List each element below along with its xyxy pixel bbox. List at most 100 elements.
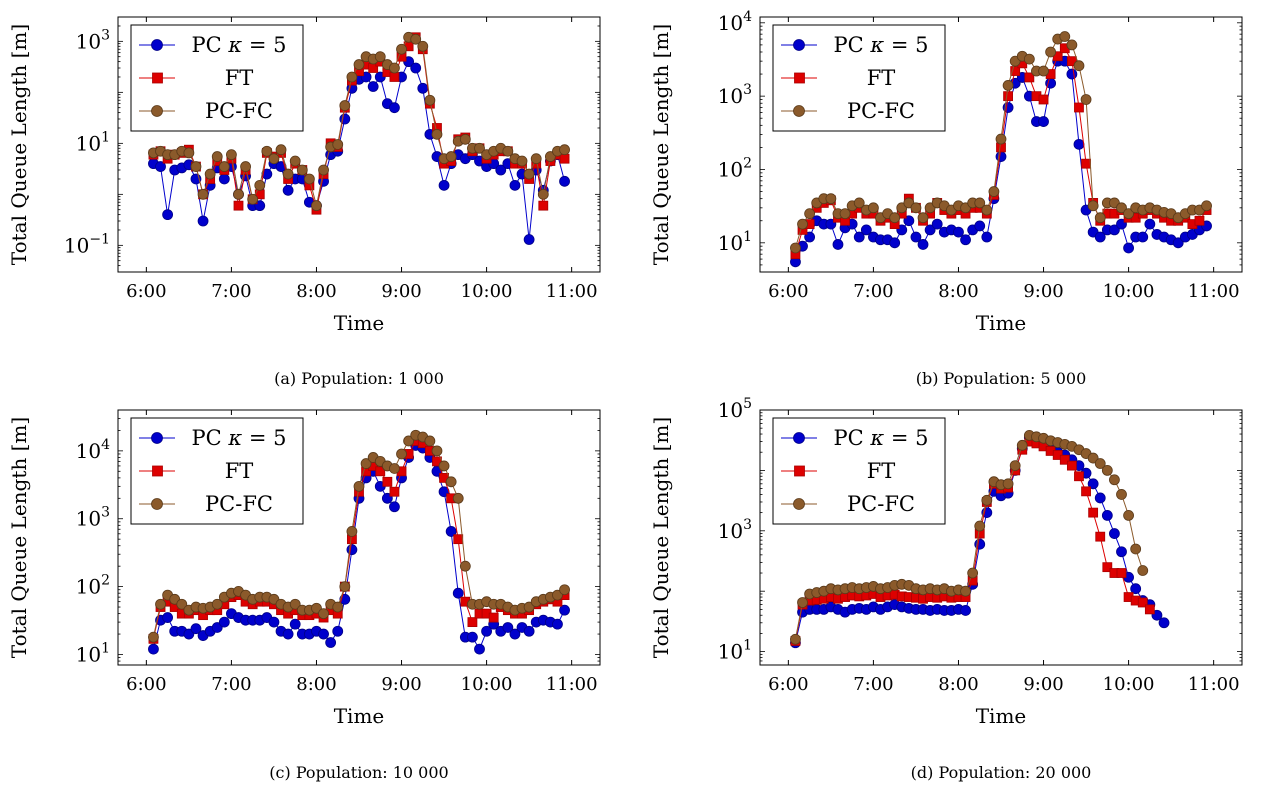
chart-panel-1: 6:00 7:00 8:00 9:00 10:00 11:00 101 102 103 104 Ti… xyxy=(649,9,1243,388)
data-point xyxy=(1116,489,1127,500)
data-point xyxy=(1123,208,1134,220)
data-point xyxy=(981,204,993,216)
y-tick-label: 101 xyxy=(76,129,110,155)
data-point xyxy=(924,224,936,236)
data-point xyxy=(467,631,478,643)
data-point xyxy=(382,476,393,487)
data-point xyxy=(148,631,159,643)
data-point xyxy=(559,584,570,596)
legend-marker xyxy=(793,39,805,51)
data-point xyxy=(981,494,993,506)
y-axis-label: Total Queue Length [m] xyxy=(649,417,673,658)
data-point xyxy=(346,544,358,556)
data-point xyxy=(797,218,808,230)
data-point xyxy=(275,144,287,156)
data-point xyxy=(1123,509,1134,521)
data-point xyxy=(889,212,901,224)
data-point xyxy=(1088,507,1099,518)
data-point xyxy=(1087,452,1099,464)
data-point xyxy=(1066,68,1078,80)
data-point xyxy=(1095,531,1106,542)
legend-label: PC-FC xyxy=(205,492,273,516)
data-point xyxy=(953,226,964,238)
data-point xyxy=(318,164,329,176)
data-point xyxy=(233,188,244,200)
chart-panel-0: 6:00 7:00 8:00 9:00 10:00 11:00 10−1 101 103 Time… xyxy=(7,16,601,388)
data-point xyxy=(995,151,1007,162)
data-point xyxy=(474,142,485,154)
panel-caption: (d) Population: 20 000 xyxy=(911,763,1092,782)
x-tick-label: 10:00 xyxy=(1103,281,1155,302)
data-point xyxy=(559,175,570,187)
panel-caption: (a) Population: 1 000 xyxy=(274,369,444,388)
data-point xyxy=(917,239,929,250)
x-tick-label: 9:00 xyxy=(381,281,421,302)
data-point xyxy=(516,155,528,167)
x-axis-label: Time xyxy=(334,311,385,335)
data-point xyxy=(424,94,436,106)
data-point xyxy=(445,151,457,162)
data-point xyxy=(1073,138,1085,150)
data-point xyxy=(438,179,450,191)
y-tick-label: 102 xyxy=(76,573,110,599)
data-point xyxy=(1094,212,1106,224)
data-point xyxy=(218,173,230,185)
data-point xyxy=(868,202,879,214)
data-point xyxy=(1087,478,1099,490)
x-tick-label: 11:00 xyxy=(546,281,598,302)
x-tick-label: 9:00 xyxy=(1023,281,1063,302)
data-point xyxy=(289,618,301,630)
data-point xyxy=(931,218,943,230)
data-point xyxy=(353,59,365,70)
data-point xyxy=(282,628,294,640)
data-point xyxy=(1024,72,1035,83)
x-tick-label: 11:00 xyxy=(546,674,598,695)
data-point xyxy=(1002,80,1014,91)
x-axis-label: Time xyxy=(334,704,385,728)
data-point xyxy=(190,161,202,172)
y-tick-label: 103 xyxy=(718,82,752,108)
x-tick-label: 7:00 xyxy=(211,674,251,695)
data-point xyxy=(339,581,351,593)
y-tick-label: 105 xyxy=(718,396,752,422)
data-point xyxy=(1074,471,1084,482)
data-point xyxy=(183,147,195,159)
data-point xyxy=(1172,237,1184,249)
data-point xyxy=(360,458,372,469)
data-point xyxy=(552,618,563,630)
y-axis-label: Total Queue Length [m] xyxy=(7,417,31,658)
data-point xyxy=(417,82,429,94)
data-point xyxy=(452,492,464,504)
data-point xyxy=(559,144,570,156)
data-point xyxy=(1194,215,1205,226)
legend-marker xyxy=(793,432,805,444)
data-point xyxy=(889,237,901,249)
data-point xyxy=(162,209,174,221)
data-point xyxy=(289,155,301,167)
data-point xyxy=(339,100,351,111)
data-point xyxy=(211,622,223,633)
data-point xyxy=(325,637,337,648)
data-point xyxy=(318,608,329,620)
data-point xyxy=(311,602,322,614)
x-tick-label: 11:00 xyxy=(1188,281,1240,302)
data-point xyxy=(459,133,471,145)
chart-panel-2: 6:00 7:00 8:00 9:00 10:00 11:00 101 102 103 104 Ti… xyxy=(7,409,601,782)
data-point xyxy=(332,601,344,613)
data-point xyxy=(790,633,801,645)
data-point xyxy=(389,501,400,513)
data-point xyxy=(261,145,273,157)
data-point xyxy=(197,188,209,200)
data-point xyxy=(1201,200,1212,212)
legend-label: PC κ = 5 xyxy=(834,426,929,450)
x-tick-label: 9:00 xyxy=(381,674,421,695)
y-tick-label: 103 xyxy=(76,505,110,531)
data-point xyxy=(346,71,358,83)
data-point xyxy=(318,628,329,640)
data-point xyxy=(268,153,280,165)
data-point xyxy=(1101,509,1113,521)
data-point xyxy=(453,534,464,545)
x-tick-label: 11:00 xyxy=(1188,674,1240,695)
data-point xyxy=(204,168,216,180)
